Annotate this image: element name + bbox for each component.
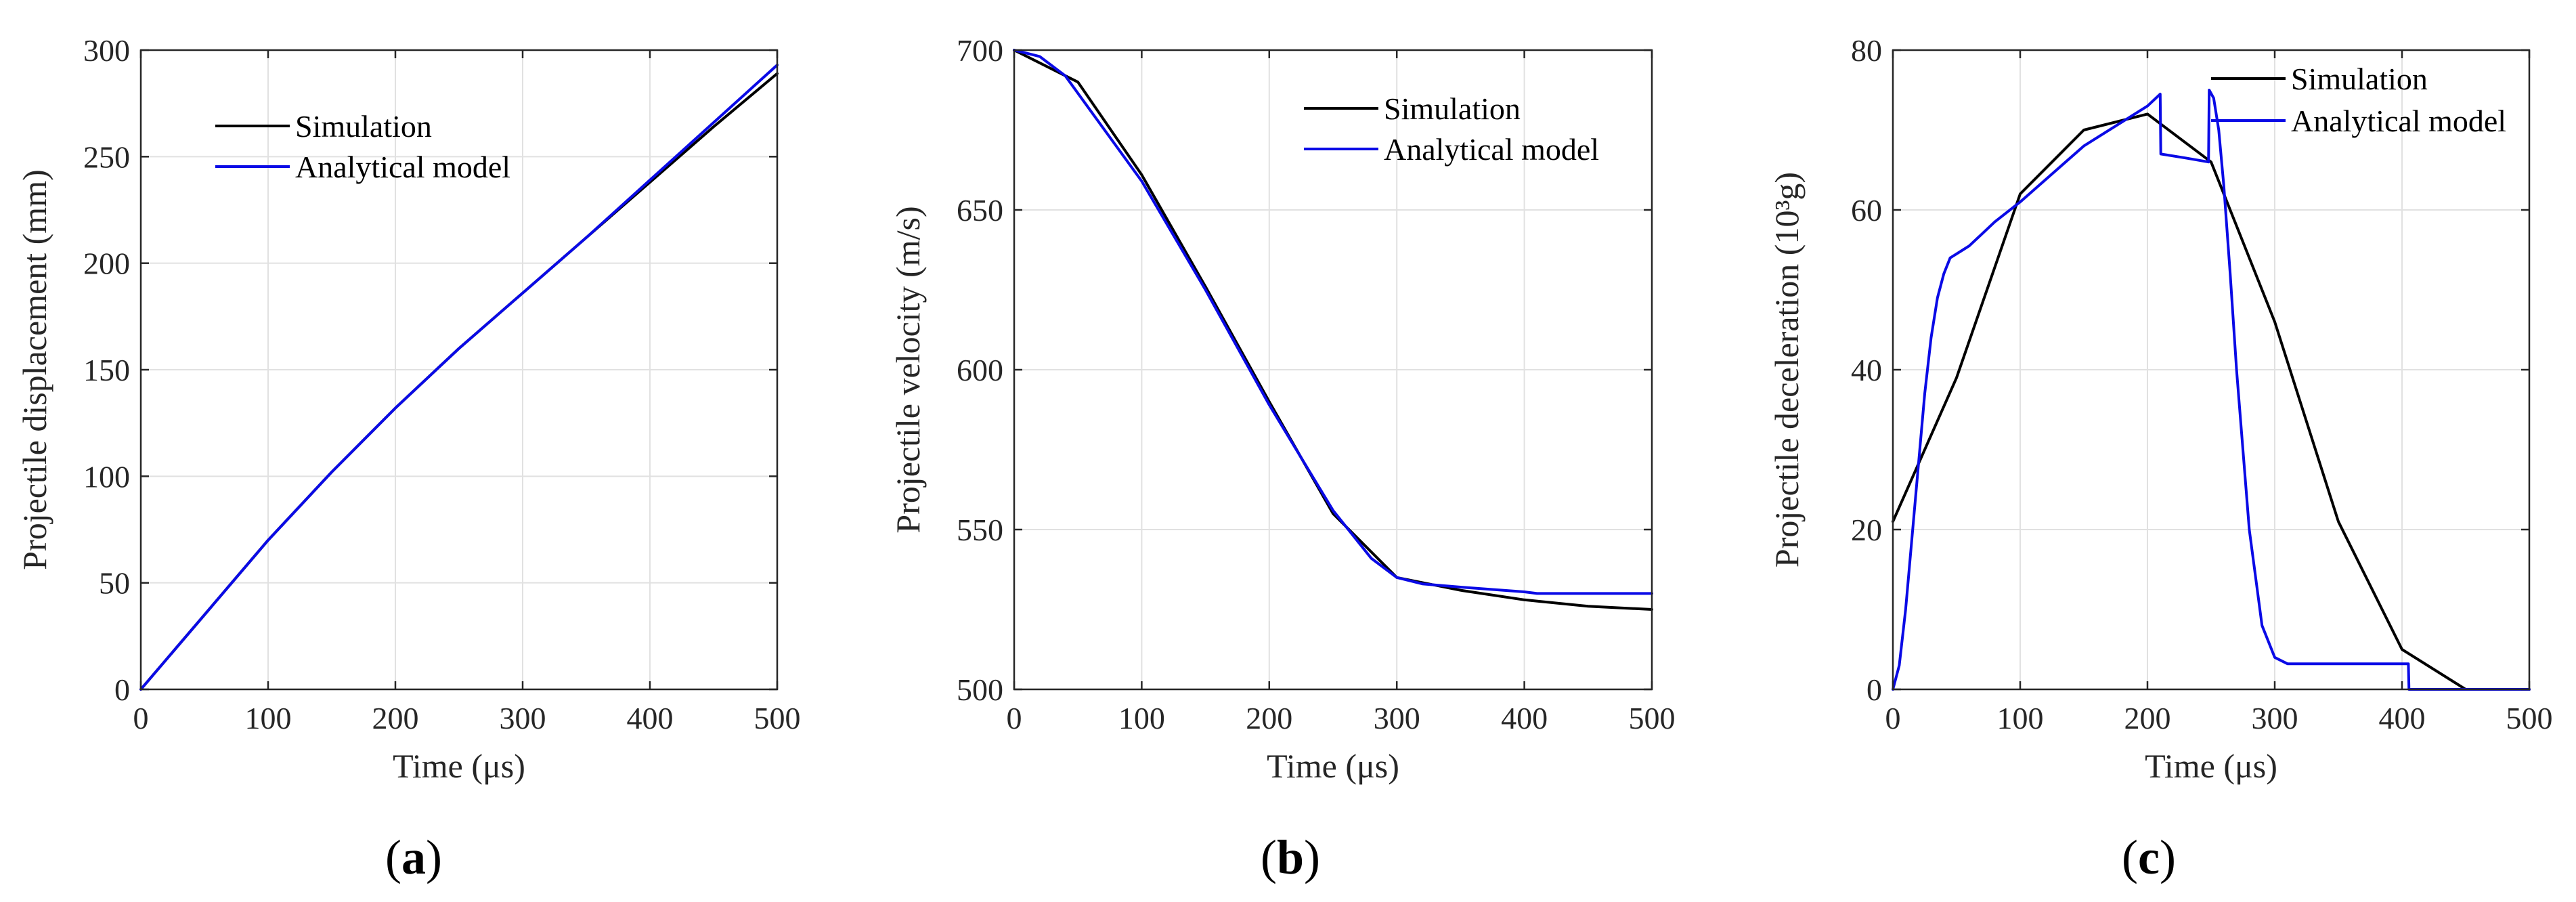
series-line-analytical (1013, 49, 1653, 595)
panel-b-grid (1014, 50, 1652, 689)
series-line-simulation (1892, 112, 2531, 691)
y-tick-label: 500 (957, 672, 1003, 707)
legend-label-simulation: Simulation (295, 109, 432, 144)
panel-b: 0 100 200 300 400 500 500 550 600 650 700 Time (μs… (889, 33, 1676, 884)
x-tick-label: 500 (754, 701, 801, 735)
panel-c: 0 100 200 300 400 500 0 20 40 60 80 Time (μs) Proj… (1768, 33, 2553, 884)
panel-c-x-axis-label: Time (μs) (2145, 747, 2277, 785)
panel-b-label: (b) (1261, 830, 1320, 884)
panel-a-ticks: 0 100 200 300 400 500 0 50 100 150 200 250 300 (83, 33, 801, 735)
x-tick-label: 300 (500, 701, 546, 735)
y-tick-label: 300 (83, 33, 130, 68)
panel-c-grid (1893, 50, 2529, 689)
legend-label-simulation: Simulation (1384, 91, 1521, 126)
y-tick-label: 250 (83, 139, 130, 174)
x-tick-label: 200 (372, 701, 419, 735)
x-tick-label: 300 (1374, 701, 1420, 735)
x-tick-label: 100 (1997, 701, 2044, 735)
legend-label-analytical: Analytical model (1384, 132, 1599, 167)
panel-b-y-axis-label: Projectile velocity (m/s) (889, 206, 927, 533)
x-tick-label: 100 (245, 701, 292, 735)
y-tick-label: 150 (83, 353, 130, 387)
panel-c-legend: Simulation Analytical model (2211, 62, 2506, 138)
panel-b-x-axis-label: Time (μs) (1267, 747, 1399, 785)
y-tick-label: 80 (1851, 33, 1882, 68)
y-tick-label: 650 (957, 193, 1003, 228)
panel-c-ticks: 0 100 200 300 400 500 0 20 40 60 80 (1851, 33, 2553, 735)
panel-b-ticks: 0 100 200 300 400 500 500 550 600 650 700 (957, 33, 1676, 735)
y-tick-label: 550 (957, 513, 1003, 547)
y-tick-label: 50 (99, 566, 130, 601)
x-tick-label: 0 (1007, 701, 1022, 735)
panel-c-label: (c) (2122, 830, 2176, 884)
legend-label-analytical: Analytical model (295, 150, 510, 184)
x-tick-label: 200 (2124, 701, 2171, 735)
y-tick-label: 40 (1851, 353, 1882, 387)
y-tick-label: 20 (1851, 513, 1882, 547)
y-tick-label: 100 (83, 459, 130, 494)
x-tick-label: 200 (1246, 701, 1292, 735)
legend-label-analytical: Analytical model (2291, 104, 2506, 138)
series-line-analytical (1892, 89, 2531, 691)
x-tick-label: 0 (1885, 701, 1901, 735)
panel-a-y-axis-label: Projectile displacement (mm) (16, 169, 53, 570)
series-line-simulation (1013, 49, 1653, 611)
y-tick-label: 0 (1866, 672, 1882, 707)
x-tick-label: 400 (2379, 701, 2426, 735)
panel-a: 0 100 200 300 400 500 0 50 100 150 200 250 300 Time … (16, 33, 801, 884)
panel-a-grid (141, 50, 777, 689)
x-tick-label: 300 (2252, 701, 2298, 735)
x-tick-label: 500 (2506, 701, 2553, 735)
panel-b-series (1013, 49, 1653, 611)
y-tick-label: 60 (1851, 193, 1882, 228)
panel-c-series (1892, 89, 2531, 691)
panel-a-label: (a) (385, 830, 442, 884)
panel-a-x-axis-label: Time (μs) (393, 747, 525, 785)
x-tick-label: 100 (1118, 701, 1165, 735)
panel-a-legend: Simulation Analytical model (215, 109, 510, 184)
y-tick-label: 600 (957, 353, 1003, 387)
series-line-analytical (139, 64, 779, 691)
y-tick-label: 200 (83, 246, 130, 281)
y-tick-label: 0 (114, 672, 130, 707)
x-tick-label: 400 (1501, 701, 1548, 735)
x-tick-label: 500 (1629, 701, 1676, 735)
y-tick-label: 700 (957, 33, 1003, 68)
panel-b-legend: Simulation Analytical model (1304, 91, 1599, 167)
panel-a-series (139, 64, 779, 691)
panel-c-y-axis-label: Projectile deceleration (10³g) (1768, 172, 1806, 567)
legend-label-simulation: Simulation (2291, 62, 2428, 96)
x-tick-label: 400 (627, 701, 674, 735)
x-tick-label: 0 (133, 701, 149, 735)
